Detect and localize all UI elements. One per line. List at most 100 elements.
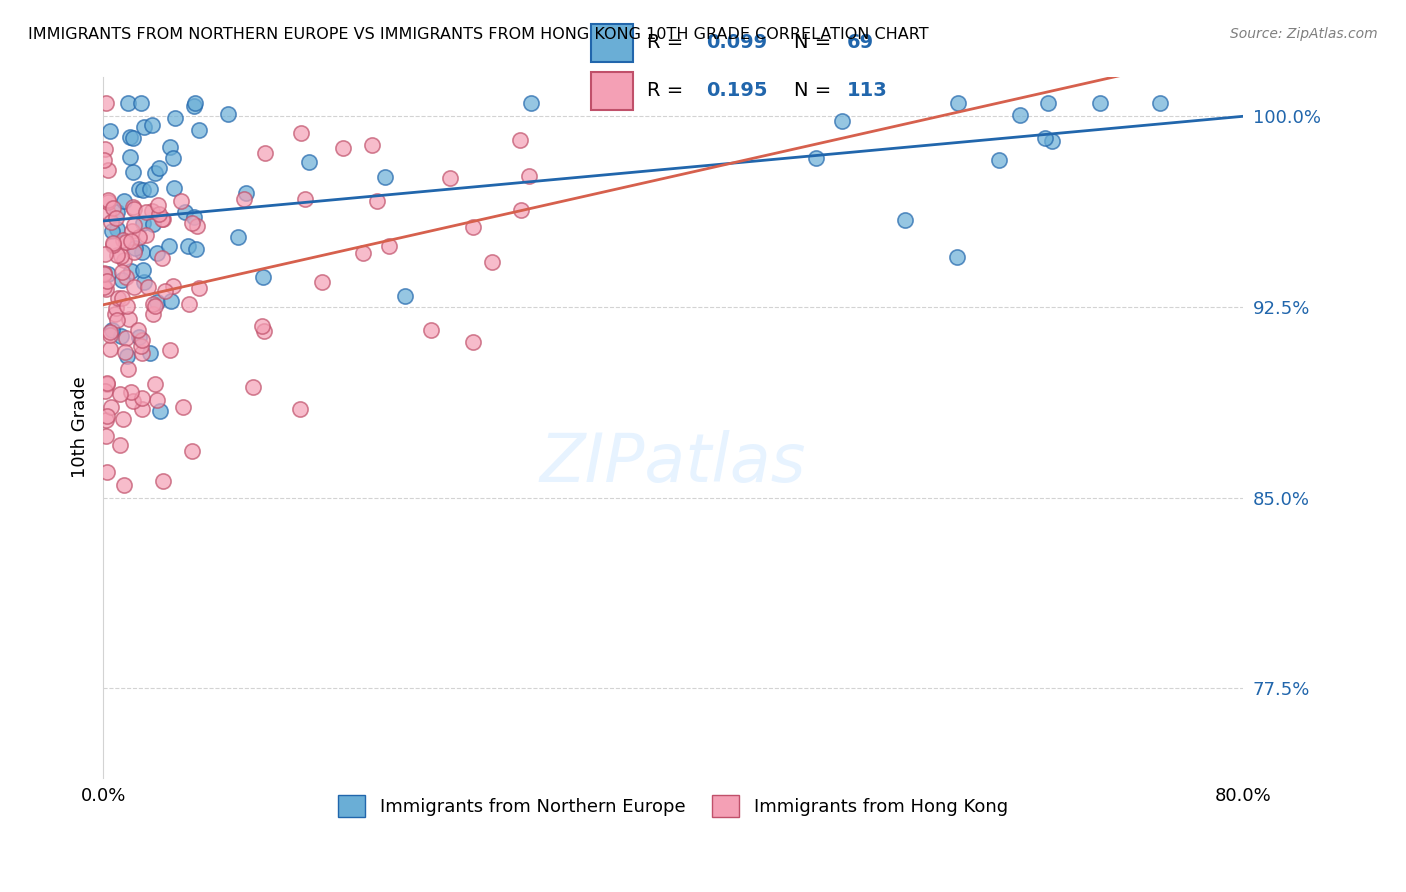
Immigrants from Hong Kong — [122, 218, 145, 232]
Immigrants from Hong Kong — [142, 307, 165, 321]
Immigrants from Hong Kong — [101, 238, 124, 252]
Immigrants from Northern Europe — [804, 151, 827, 165]
Immigrants from Northern Europe — [946, 95, 969, 110]
Immigrants from Hong Kong — [162, 278, 184, 293]
Text: 69: 69 — [846, 33, 875, 52]
Text: R =: R = — [647, 33, 689, 52]
Immigrants from Northern Europe — [157, 238, 180, 252]
Immigrants from Northern Europe — [235, 186, 257, 201]
Immigrants from Northern Europe — [298, 155, 321, 169]
Immigrants from Northern Europe — [184, 95, 207, 110]
Immigrants from Hong Kong — [96, 95, 118, 110]
Immigrants from Northern Europe — [131, 244, 153, 259]
Immigrants from Hong Kong — [97, 163, 120, 178]
Immigrants from Hong Kong — [186, 219, 208, 233]
Immigrants from Northern Europe — [252, 270, 274, 285]
Immigrants from Northern Europe — [1040, 134, 1063, 148]
Immigrants from Hong Kong — [114, 344, 136, 359]
Immigrants from Hong Kong — [96, 409, 118, 423]
Immigrants from Hong Kong — [131, 333, 153, 347]
Immigrants from Hong Kong — [152, 212, 174, 227]
Immigrants from Northern Europe — [1090, 95, 1112, 110]
Immigrants from Hong Kong — [145, 299, 167, 313]
Immigrants from Northern Europe — [987, 153, 1010, 167]
Immigrants from Hong Kong — [93, 247, 115, 261]
Y-axis label: 10th Grade: 10th Grade — [72, 376, 89, 478]
FancyBboxPatch shape — [591, 72, 633, 110]
Immigrants from Hong Kong — [111, 264, 134, 278]
Immigrants from Hong Kong — [129, 339, 152, 353]
Immigrants from Hong Kong — [170, 194, 193, 208]
Text: 113: 113 — [846, 81, 887, 100]
Text: N =: N = — [794, 81, 838, 100]
Immigrants from Hong Kong — [120, 385, 142, 400]
Immigrants from Hong Kong — [172, 400, 194, 414]
Immigrants from Hong Kong — [153, 284, 176, 298]
Immigrants from Hong Kong — [115, 331, 138, 345]
Immigrants from Northern Europe — [120, 264, 142, 278]
Immigrants from Northern Europe — [122, 130, 145, 145]
Immigrants from Northern Europe — [96, 267, 118, 281]
Immigrants from Hong Kong — [96, 274, 118, 288]
Immigrants from Hong Kong — [105, 312, 128, 326]
Immigrants from Hong Kong — [288, 401, 311, 416]
Immigrants from Hong Kong — [311, 275, 333, 289]
Immigrants from Northern Europe — [163, 181, 186, 195]
Immigrants from Hong Kong — [253, 324, 276, 338]
Immigrants from Hong Kong — [135, 228, 157, 243]
Immigrants from Hong Kong — [117, 361, 139, 376]
Immigrants from Hong Kong — [150, 212, 173, 227]
Immigrants from Northern Europe — [217, 107, 239, 121]
Immigrants from Northern Europe — [112, 194, 135, 208]
Immigrants from Hong Kong — [481, 255, 503, 269]
Immigrants from Hong Kong — [97, 193, 120, 207]
Immigrants from Northern Europe — [128, 329, 150, 343]
Immigrants from Hong Kong — [159, 343, 181, 358]
Immigrants from Hong Kong — [122, 280, 145, 294]
Immigrants from Hong Kong — [110, 249, 132, 263]
Immigrants from Hong Kong — [100, 325, 122, 339]
Immigrants from Northern Europe — [183, 210, 205, 224]
Immigrants from Northern Europe — [894, 213, 917, 227]
Text: 0.099: 0.099 — [707, 33, 768, 52]
Immigrants from Hong Kong — [104, 211, 127, 226]
Immigrants from Northern Europe — [146, 246, 169, 260]
Immigrants from Hong Kong — [148, 198, 170, 212]
Immigrants from Northern Europe — [143, 166, 166, 180]
Immigrants from Northern Europe — [134, 120, 156, 134]
Immigrants from Hong Kong — [101, 235, 124, 250]
Immigrants from Northern Europe — [394, 289, 416, 303]
Immigrants from Northern Europe — [149, 404, 172, 418]
Immigrants from Hong Kong — [118, 312, 141, 326]
Immigrants from Hong Kong — [152, 474, 174, 488]
Immigrants from Northern Europe — [122, 165, 145, 179]
Immigrants from Hong Kong — [366, 194, 388, 209]
Immigrants from Hong Kong — [148, 207, 170, 221]
Immigrants from Northern Europe — [226, 229, 249, 244]
Text: ZIPatlas: ZIPatlas — [540, 430, 806, 496]
Immigrants from Northern Europe — [107, 222, 129, 236]
Immigrants from Hong Kong — [146, 393, 169, 408]
Immigrants from Hong Kong — [121, 393, 143, 408]
Immigrants from Hong Kong — [517, 169, 540, 183]
Immigrants from Northern Europe — [129, 95, 152, 110]
Immigrants from Hong Kong — [250, 318, 273, 333]
Immigrants from Northern Europe — [132, 183, 155, 197]
Immigrants from Hong Kong — [142, 297, 165, 311]
Immigrants from Hong Kong — [150, 251, 173, 265]
Immigrants from Hong Kong — [122, 202, 145, 216]
Immigrants from Hong Kong — [96, 465, 118, 479]
Immigrants from Northern Europe — [118, 129, 141, 144]
Immigrants from Hong Kong — [93, 266, 115, 280]
Immigrants from Northern Europe — [159, 140, 181, 154]
Immigrants from Hong Kong — [294, 192, 316, 206]
Immigrants from Hong Kong — [136, 280, 159, 294]
Immigrants from Hong Kong — [96, 376, 118, 391]
Immigrants from Northern Europe — [519, 95, 541, 110]
Legend: Immigrants from Northern Europe, Immigrants from Hong Kong: Immigrants from Northern Europe, Immigra… — [330, 788, 1015, 824]
Immigrants from Hong Kong — [141, 203, 163, 218]
Text: 0.195: 0.195 — [707, 81, 768, 100]
Immigrants from Hong Kong — [290, 126, 312, 140]
Immigrants from Northern Europe — [131, 215, 153, 229]
Immigrants from Northern Europe — [110, 329, 132, 343]
